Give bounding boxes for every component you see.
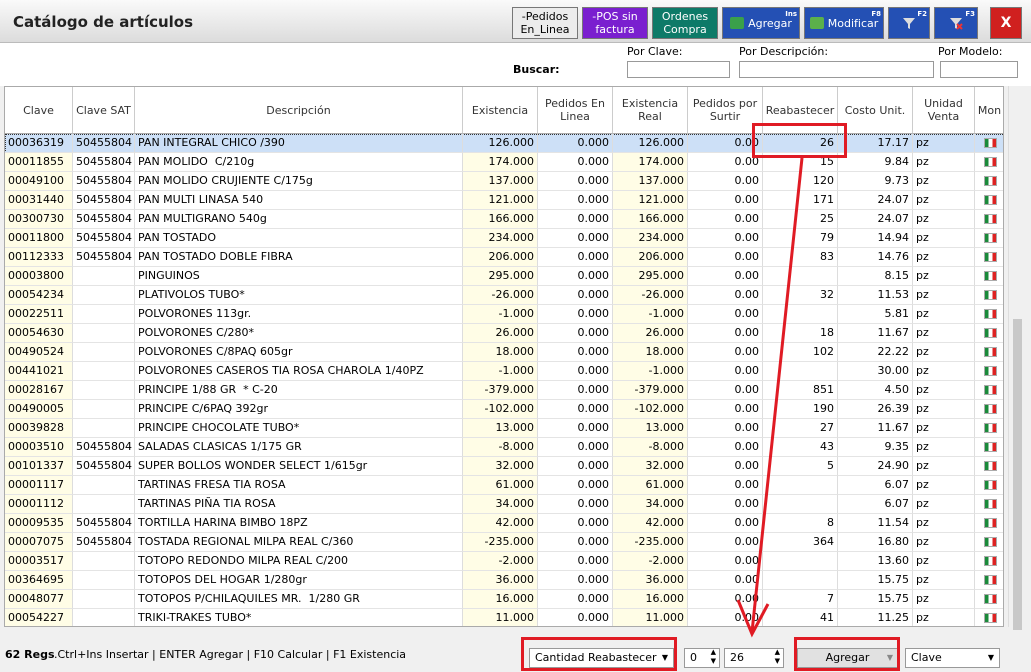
annotation-arrow: [0, 0, 1031, 672]
app-window: Catálogo de artículos -Pedidos En_Linea …: [0, 0, 1031, 672]
